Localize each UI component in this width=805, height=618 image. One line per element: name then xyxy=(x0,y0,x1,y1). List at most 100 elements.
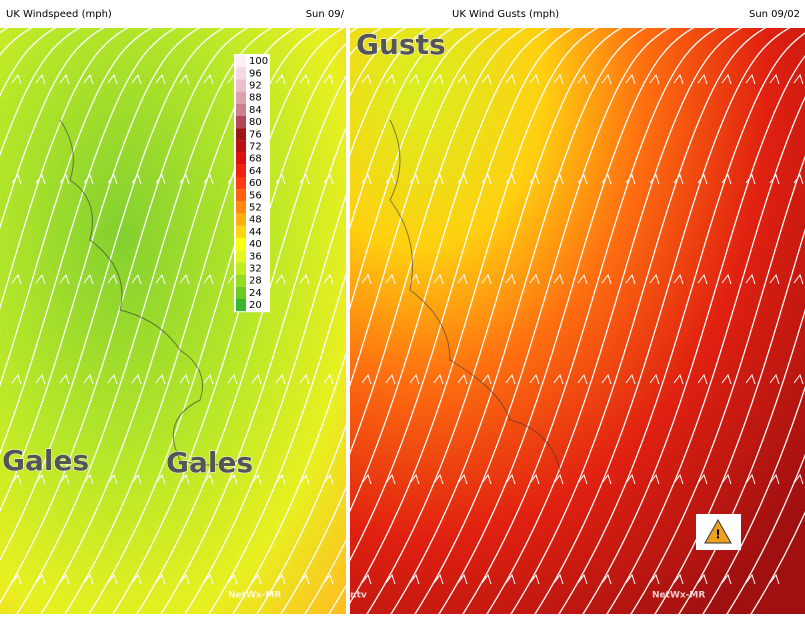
arrowhead xyxy=(433,373,444,385)
arrowhead xyxy=(385,373,396,385)
arrowhead xyxy=(299,73,310,85)
legend-swatch xyxy=(236,299,246,312)
arrowhead xyxy=(11,173,22,185)
arrowhead xyxy=(697,73,708,85)
streamline xyxy=(0,28,9,34)
arrowhead xyxy=(299,273,310,285)
arrowhead xyxy=(11,573,22,585)
streamline xyxy=(350,28,551,513)
arrowhead xyxy=(625,173,636,185)
arrowhead xyxy=(529,273,540,285)
streamline xyxy=(558,32,805,614)
arrowhead xyxy=(505,73,516,85)
arrowhead xyxy=(553,173,564,185)
arrowhead xyxy=(553,273,564,285)
arrowhead xyxy=(131,373,142,385)
legend-label: 48 xyxy=(249,215,262,226)
arrowhead xyxy=(673,73,684,85)
arrowhead xyxy=(577,473,588,485)
arrowhead xyxy=(721,373,732,385)
arrowhead xyxy=(179,573,190,585)
arrowhead xyxy=(505,473,516,485)
source-fragment: r.tv xyxy=(350,591,367,601)
arrowhead xyxy=(745,473,756,485)
arrowhead xyxy=(697,373,708,385)
arrowhead xyxy=(769,573,780,585)
legend-label: 24 xyxy=(249,288,262,299)
arrowhead xyxy=(769,273,780,285)
arrowhead xyxy=(721,273,732,285)
streamline xyxy=(350,28,455,230)
arrowhead xyxy=(433,273,444,285)
arrowhead xyxy=(275,73,286,85)
streamline xyxy=(0,28,201,513)
arrowhead xyxy=(275,373,286,385)
streamline xyxy=(462,28,719,614)
arrowhead xyxy=(83,373,94,385)
streamline xyxy=(582,55,805,614)
arrowhead xyxy=(59,273,70,285)
arrowhead xyxy=(577,173,588,185)
arrowhead xyxy=(59,173,70,185)
arrowhead xyxy=(577,573,588,585)
streamline xyxy=(486,28,743,614)
streamline xyxy=(16,28,273,614)
legend-swatch xyxy=(236,177,246,190)
legend-label: 100 xyxy=(249,56,268,67)
arrowhead xyxy=(769,373,780,385)
legend-swatch xyxy=(236,140,246,153)
arrowhead xyxy=(769,473,780,485)
streamline xyxy=(280,485,346,614)
arrowhead xyxy=(385,173,396,185)
legend-label: 20 xyxy=(249,300,262,311)
arrowhead xyxy=(11,273,22,285)
arrowhead xyxy=(721,73,732,85)
legend-label: 92 xyxy=(249,81,262,92)
arrowhead xyxy=(203,73,214,85)
arrowhead xyxy=(385,573,396,585)
arrowhead xyxy=(35,173,46,185)
streamline xyxy=(0,28,105,230)
arrowhead xyxy=(601,273,612,285)
arrowhead xyxy=(299,573,310,585)
arrowhead xyxy=(649,473,660,485)
legend-swatch xyxy=(236,262,246,275)
streamline xyxy=(350,28,359,34)
arrowhead xyxy=(107,273,118,285)
arrowhead xyxy=(721,473,732,485)
streamline xyxy=(232,351,346,614)
streamline xyxy=(0,28,81,157)
arrowhead xyxy=(601,573,612,585)
arrowhead xyxy=(155,173,166,185)
arrowhead xyxy=(361,473,372,485)
arrowhead xyxy=(769,73,780,85)
arrowhead xyxy=(673,473,684,485)
streamline xyxy=(702,385,805,614)
arrowhead xyxy=(275,273,286,285)
gales-label: Gales xyxy=(166,446,253,479)
arrowhead xyxy=(131,173,142,185)
legend-label: 56 xyxy=(249,190,262,201)
arrowhead xyxy=(203,373,214,385)
arrowhead xyxy=(323,373,334,385)
streamline xyxy=(350,28,407,97)
streamline xyxy=(0,28,225,562)
arrowhead xyxy=(625,573,636,585)
legend-swatch xyxy=(236,238,246,251)
arrowhead xyxy=(155,373,166,385)
arrowhead xyxy=(275,573,286,585)
streamline xyxy=(0,28,153,387)
credit: NetWx-MR xyxy=(652,591,705,601)
header-strip xyxy=(0,0,805,28)
arrowhead xyxy=(745,373,756,385)
arrowhead xyxy=(793,473,804,485)
arrowhead xyxy=(625,473,636,485)
arrowhead xyxy=(323,273,334,285)
arrowhead xyxy=(131,573,142,585)
arrowhead xyxy=(673,573,684,585)
streamline xyxy=(160,126,346,614)
arrowhead xyxy=(601,73,612,85)
arrowhead xyxy=(529,173,540,185)
arrowhead xyxy=(323,473,334,485)
